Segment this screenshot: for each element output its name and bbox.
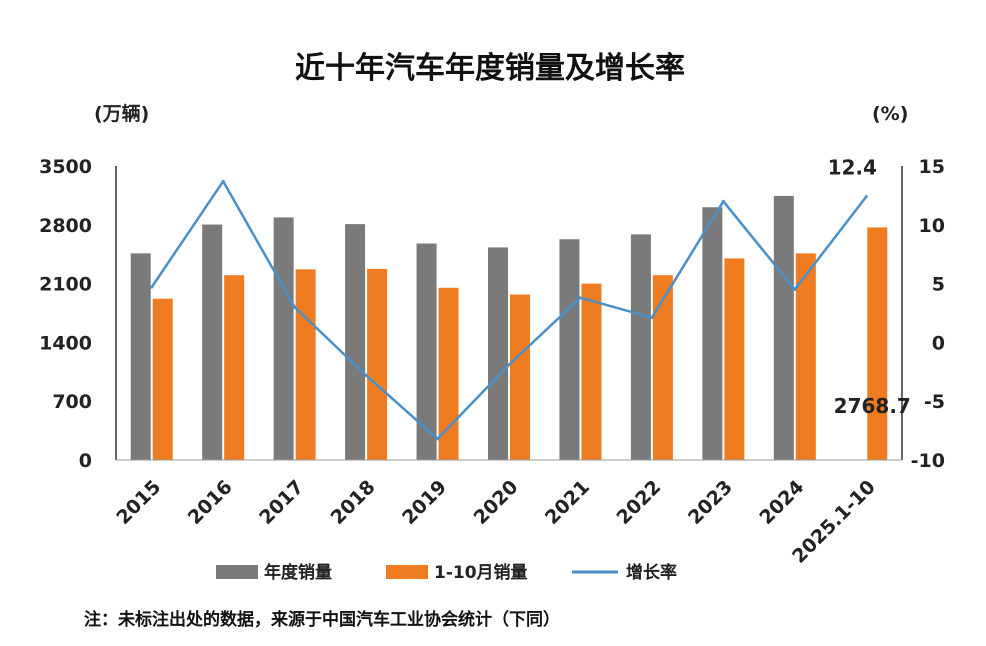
bar-annual-sales: [130, 253, 151, 460]
left-tick-label: 3500: [39, 156, 92, 178]
bar-jan-oct-sales: [581, 283, 602, 460]
bar-jan-oct-sales: [652, 275, 673, 460]
right-tick-label: 10: [919, 215, 945, 237]
annotations: 12.4 2768.7: [828, 156, 911, 418]
left-tick-label: 2100: [39, 274, 92, 296]
x-tick-label: 2024: [755, 476, 808, 529]
growth-rate-point: [150, 285, 154, 289]
x-tick-label: 2016: [184, 476, 237, 529]
bar-annual-sales: [773, 195, 794, 461]
growth-data-label: 12.4: [828, 156, 877, 180]
right-tick-label: -5: [924, 391, 945, 413]
left-axis-unit: (万辆): [94, 102, 149, 125]
x-tick-label: 2023: [684, 476, 737, 529]
right-tick-label: 5: [932, 274, 945, 296]
legend-label-annual: 年度销量: [264, 562, 332, 583]
growth-rate-point: [650, 316, 654, 320]
footnote: 注：未标注出处的数据，来源于中国汽车工业协会统计（下同）: [84, 609, 560, 630]
bar-jan-oct-sales: [152, 298, 173, 460]
bar-jan-oct-sales: [224, 275, 245, 460]
left-tick-label: 2800: [39, 215, 92, 237]
right-tick-label: 0: [932, 332, 945, 354]
bars: [130, 195, 888, 461]
bar-annual-sales: [416, 243, 437, 460]
x-tick-label: 2019: [398, 476, 451, 529]
legend-label-jan-oct: 1-10月销量: [434, 562, 528, 583]
bar-annual-sales: [702, 207, 723, 460]
bar-annual-sales: [488, 247, 508, 460]
x-tick-label: 2018: [327, 476, 380, 529]
x-tick-label: 2021: [541, 476, 594, 529]
bar-jan-oct-sales: [510, 294, 530, 460]
right-axis: 15 10 5 0 -5 -10: [901, 156, 945, 472]
growth-rate-point: [221, 179, 225, 183]
x-tick-label: 2020: [470, 476, 523, 529]
growth-rate-point: [578, 296, 582, 300]
right-tick-label: -10: [911, 450, 945, 472]
left-tick-label: 700: [52, 391, 92, 413]
growth-rate-point: [364, 373, 368, 377]
bar-annual-sales: [273, 217, 294, 460]
x-axis: 2015 2016 2017 2018 2019 2020 2021 2022 2023 2024…: [112, 459, 902, 568]
bar-jan-oct-sales: [867, 227, 888, 460]
growth-rate-point: [793, 287, 797, 291]
bar-jan-oct-sales: [295, 269, 316, 460]
right-tick-label: 15: [919, 156, 945, 178]
x-tick-label: 2022: [612, 476, 665, 529]
growth-line: [150, 179, 868, 441]
left-tick-label: 0: [79, 450, 92, 472]
legend-label-growth: 增长率: [626, 562, 677, 583]
legend: 年度销量 1-10月销量 增长率: [216, 562, 677, 583]
growth-rate-line: [150, 180, 868, 441]
legend-swatch-annual: [216, 565, 258, 579]
growth-rate-point: [507, 363, 511, 367]
left-tick-label: 1400: [39, 332, 92, 354]
x-tick-label: 2017: [255, 476, 308, 529]
bar-annual-sales: [559, 239, 580, 460]
bar-jan-oct-sales: [367, 268, 388, 460]
growth-rate-point: [721, 199, 725, 203]
right-axis-unit: (%): [872, 103, 908, 125]
legend-swatch-jan-oct: [386, 565, 428, 579]
sales-data-label: 2768.7: [834, 394, 911, 418]
chart-title: 近十年汽车年度销量及增长率: [295, 51, 685, 86]
bar-annual-sales: [345, 224, 366, 460]
left-axis: 3500 2800 2100 1400 700 0: [39, 156, 117, 472]
bar-jan-oct-sales: [438, 287, 459, 460]
bar-jan-oct-sales: [795, 253, 816, 460]
growth-rate-point: [864, 195, 868, 199]
growth-rate-point: [293, 305, 297, 309]
x-tick-label: 2015: [112, 476, 165, 529]
bar-jan-oct-sales: [724, 258, 745, 460]
growth-rate-point: [436, 437, 440, 441]
bar-annual-sales: [630, 234, 651, 460]
bar-annual-sales: [202, 224, 223, 460]
